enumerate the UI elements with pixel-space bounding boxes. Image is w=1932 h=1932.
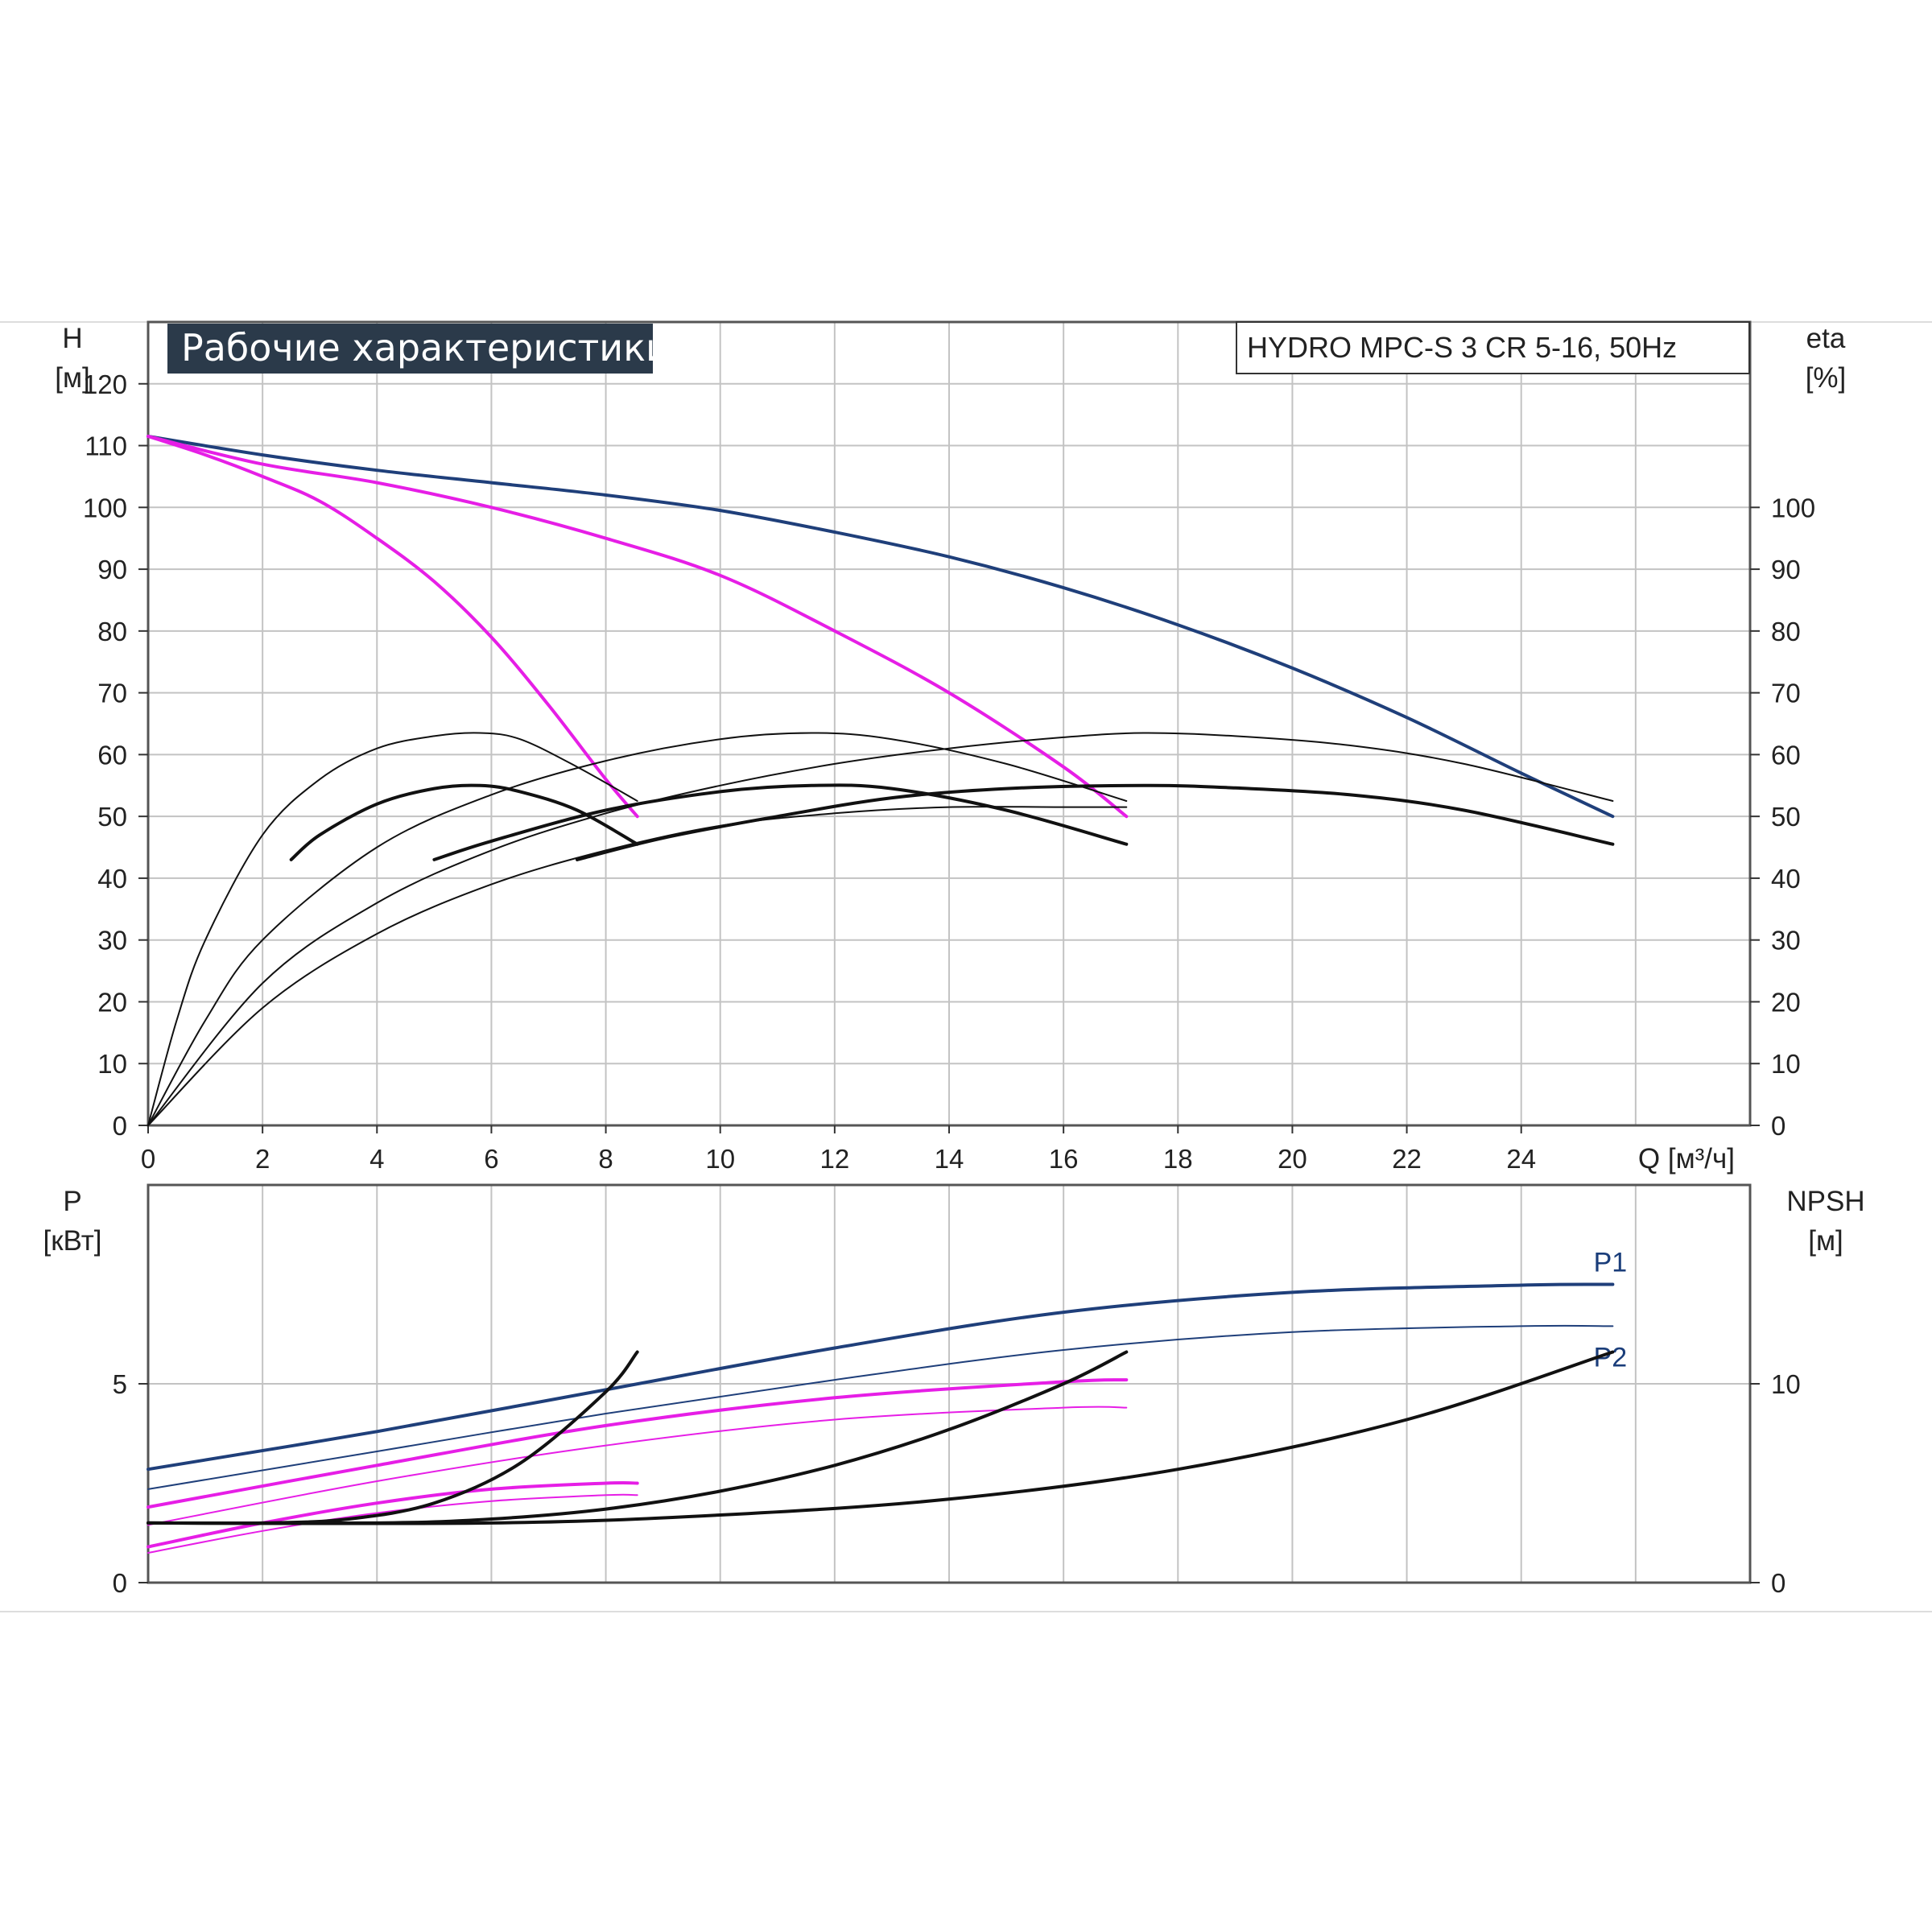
x-tick-label: 22 bbox=[1392, 1144, 1422, 1174]
y-left-tick-label: 50 bbox=[97, 802, 127, 832]
series-curve-black bbox=[147, 732, 638, 1126]
series-curve-black bbox=[432, 783, 1129, 861]
x-tick-label: 18 bbox=[1163, 1144, 1193, 1174]
x-tick-label: 10 bbox=[705, 1144, 735, 1174]
series-curve-magenta bbox=[147, 1406, 1128, 1526]
model-label-box: HYDRO MPC-S 3 CR 5-16, 50Hz bbox=[1236, 321, 1750, 374]
series-curve-black bbox=[147, 732, 1614, 1126]
series-p2-curve bbox=[147, 1324, 1614, 1490]
x-tick-label: 12 bbox=[819, 1144, 849, 1174]
y-right-tick-label: 60 bbox=[1771, 740, 1801, 770]
series-label-p1: P1 bbox=[1594, 1248, 1628, 1278]
y-left-axis-unit: [кВт] bbox=[43, 1225, 102, 1257]
x-axis-label: Q [м³/ч] bbox=[1638, 1143, 1735, 1174]
y-left-axis-label: P bbox=[63, 1186, 81, 1217]
chart-title-box: Рабочие характеристики bbox=[167, 324, 670, 374]
y-right-axis-label: eta bbox=[1806, 323, 1846, 354]
series-curve-black bbox=[147, 806, 1128, 1126]
y-left-tick-label: 100 bbox=[83, 493, 127, 522]
y-left-tick-label: 70 bbox=[97, 679, 127, 708]
y-right-tick-label: 10 bbox=[1771, 1049, 1801, 1079]
y-left-tick-label: 90 bbox=[97, 555, 127, 584]
model-label-frame bbox=[1236, 321, 1750, 374]
y-right-tick-label: 0 bbox=[1771, 1111, 1785, 1141]
y-right-axis-label: NPSH bbox=[1786, 1186, 1864, 1217]
y-left-tick-label: 0 bbox=[113, 1111, 127, 1141]
x-tick-label: 8 bbox=[598, 1144, 613, 1174]
series-curve-magenta bbox=[147, 1378, 1129, 1509]
x-tick-label: 4 bbox=[369, 1144, 384, 1174]
y-right-tick-label: 90 bbox=[1771, 555, 1801, 584]
y-right-tick-label: 0 bbox=[1771, 1568, 1785, 1598]
y-left-tick-label: 120 bbox=[83, 369, 127, 399]
y-right-tick-label: 50 bbox=[1771, 802, 1801, 832]
chart-title: Рабочие характеристики bbox=[181, 326, 670, 369]
y-right-tick-label: 80 bbox=[1771, 617, 1801, 646]
y-left-axis-label: H bbox=[62, 323, 82, 354]
series-curve-navy bbox=[147, 435, 1615, 819]
series-curve-magenta bbox=[147, 435, 639, 819]
y-right-tick-label: 70 bbox=[1771, 679, 1801, 708]
y-left-tick-label: 20 bbox=[97, 987, 127, 1017]
y-left-tick-label: 5 bbox=[113, 1369, 127, 1399]
model-label: HYDRO MPC-S 3 CR 5-16, 50Hz bbox=[1247, 331, 1677, 364]
series-curve-black bbox=[147, 1350, 1615, 1525]
y-right-tick-label: 100 bbox=[1771, 493, 1815, 522]
y-right-axis-unit: [%] bbox=[1806, 362, 1847, 394]
y-right-tick-label: 10 bbox=[1771, 1369, 1801, 1399]
chart-title-background bbox=[167, 324, 653, 374]
y-left-tick-label: 110 bbox=[85, 431, 127, 461]
y-left-tick-label: 60 bbox=[97, 740, 127, 770]
series-curve-black bbox=[289, 783, 639, 861]
y-left-tick-label: 30 bbox=[97, 926, 127, 956]
x-tick-label: 16 bbox=[1049, 1144, 1079, 1174]
series-p1-curve bbox=[147, 1282, 1615, 1472]
y-left-axis-unit: [м] bbox=[55, 362, 90, 394]
performance-chart: 0102030405060708090100110120010203040506… bbox=[55, 320, 1847, 1174]
x-tick-label: 0 bbox=[141, 1144, 155, 1174]
y-right-tick-label: 30 bbox=[1771, 926, 1801, 956]
x-tick-label: 14 bbox=[935, 1144, 964, 1174]
y-right-tick-label: 20 bbox=[1771, 987, 1801, 1017]
x-tick-label: 20 bbox=[1278, 1144, 1307, 1174]
y-right-axis-unit: [м] bbox=[1808, 1225, 1843, 1257]
y-left-tick-label: 80 bbox=[97, 617, 127, 646]
x-tick-label: 6 bbox=[484, 1144, 498, 1174]
series-curve-magenta bbox=[147, 1480, 639, 1549]
series-curve-black bbox=[576, 783, 1615, 861]
series-curve-magenta bbox=[147, 435, 1129, 819]
series-curve-black bbox=[147, 732, 1128, 1126]
y-left-tick-label: 40 bbox=[97, 864, 127, 894]
x-tick-label: 2 bbox=[255, 1144, 270, 1174]
y-left-tick-label: 10 bbox=[97, 1049, 127, 1079]
y-right-tick-label: 40 bbox=[1771, 864, 1801, 894]
x-tick-label: 24 bbox=[1506, 1144, 1536, 1174]
y-left-tick-label: 0 bbox=[113, 1568, 127, 1598]
